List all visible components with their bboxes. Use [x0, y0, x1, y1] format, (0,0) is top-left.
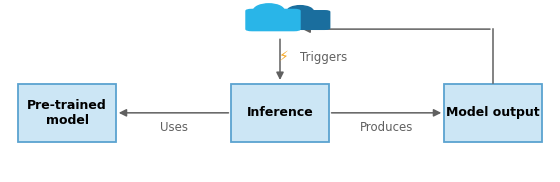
Text: Produces: Produces	[360, 121, 413, 134]
Ellipse shape	[253, 4, 284, 18]
Text: Pre-trained
model: Pre-trained model	[27, 99, 107, 127]
Text: Uses: Uses	[160, 121, 188, 134]
FancyBboxPatch shape	[18, 84, 116, 142]
FancyBboxPatch shape	[245, 9, 301, 31]
Ellipse shape	[287, 6, 314, 18]
FancyBboxPatch shape	[284, 10, 330, 30]
FancyBboxPatch shape	[444, 84, 542, 142]
Text: Triggers: Triggers	[300, 51, 347, 64]
Text: Inference: Inference	[246, 106, 314, 119]
Text: Model output: Model output	[446, 106, 540, 119]
FancyBboxPatch shape	[231, 84, 329, 142]
Text: ⚡: ⚡	[279, 50, 288, 64]
